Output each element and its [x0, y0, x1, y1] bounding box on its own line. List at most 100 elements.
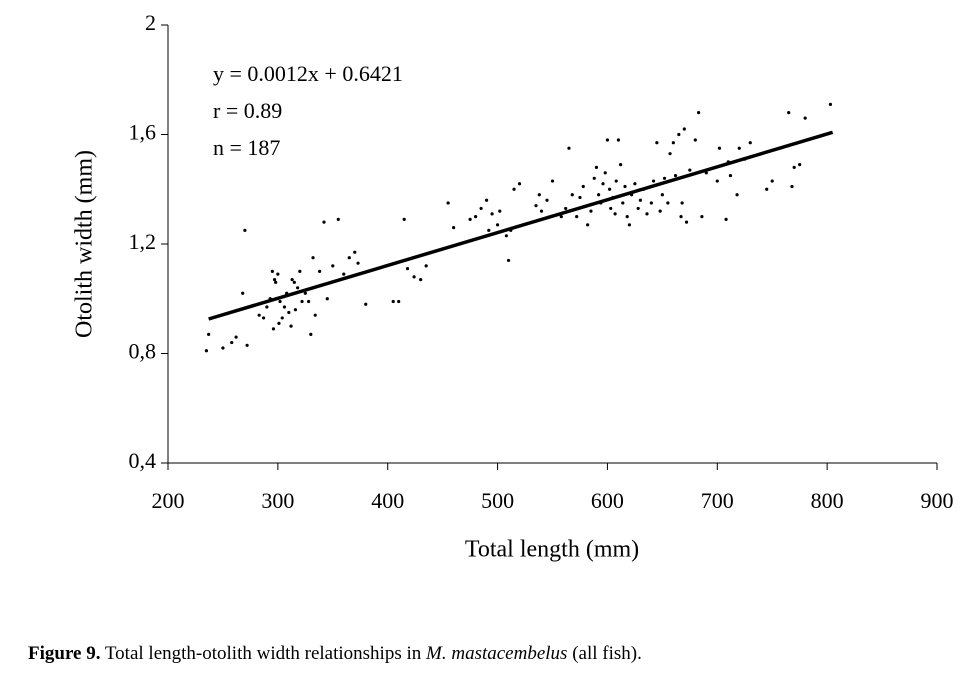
point	[325, 297, 329, 301]
point	[342, 272, 346, 276]
point	[282, 305, 287, 309]
point	[567, 146, 571, 150]
x-tick-label: 200	[152, 488, 185, 513]
point	[770, 179, 774, 183]
point	[586, 223, 590, 227]
point	[353, 250, 357, 254]
y-tick-label: 1,6	[129, 120, 157, 145]
x-tick-label: 400	[371, 488, 404, 513]
point	[688, 168, 692, 172]
point	[490, 212, 494, 216]
point	[278, 299, 282, 304]
y-tick-label: 2	[145, 10, 156, 35]
point	[671, 141, 675, 145]
point	[728, 173, 733, 178]
point	[798, 163, 802, 167]
point	[419, 277, 423, 282]
point	[608, 187, 612, 191]
point	[290, 277, 294, 282]
point	[303, 291, 307, 295]
point	[322, 220, 326, 224]
point	[318, 269, 322, 273]
point	[594, 165, 599, 169]
point	[735, 193, 739, 197]
point	[613, 212, 617, 216]
point	[412, 275, 416, 279]
point	[621, 201, 625, 205]
point	[684, 220, 689, 224]
point	[331, 264, 335, 268]
point	[550, 179, 555, 183]
point	[682, 127, 686, 131]
point	[589, 209, 593, 213]
point	[245, 343, 249, 347]
point	[270, 269, 274, 273]
point	[581, 184, 585, 189]
point	[633, 182, 637, 186]
point	[748, 141, 752, 145]
point	[693, 138, 697, 142]
point	[765, 187, 769, 191]
caption-suffix: (all fish).	[572, 643, 642, 664]
y-tick-label: 1,2	[129, 229, 157, 254]
point	[614, 179, 618, 183]
point	[666, 201, 670, 205]
point	[623, 184, 627, 189]
point	[645, 212, 649, 216]
caption-text: Total length-otolith width relationships…	[104, 643, 422, 664]
point	[724, 217, 728, 221]
point	[700, 215, 704, 219]
point	[241, 291, 245, 295]
point	[534, 204, 538, 208]
trend-line	[208, 130, 834, 321]
caption: Figure 9. Total length-otolith width rel…	[28, 643, 642, 665]
point	[504, 234, 508, 238]
point	[265, 305, 269, 309]
point	[364, 302, 368, 306]
point	[787, 111, 791, 115]
point	[662, 176, 667, 180]
point	[609, 206, 613, 211]
point	[601, 182, 605, 186]
point	[261, 316, 266, 320]
point	[559, 215, 563, 219]
point	[498, 209, 502, 213]
point	[402, 217, 406, 221]
point	[293, 308, 298, 312]
point	[272, 277, 277, 282]
point	[300, 299, 304, 304]
point	[204, 349, 209, 353]
point	[243, 228, 247, 232]
x-tick-label: 600	[591, 488, 624, 513]
point	[660, 193, 664, 197]
point	[468, 217, 472, 221]
point	[658, 209, 662, 213]
point	[592, 176, 596, 180]
point	[677, 132, 681, 137]
point	[313, 313, 317, 317]
point	[289, 324, 293, 328]
x-tick-label: 700	[701, 488, 734, 513]
point	[356, 261, 360, 265]
point	[673, 173, 678, 178]
point	[277, 321, 281, 325]
point	[638, 198, 642, 202]
point	[578, 195, 582, 200]
point	[230, 340, 234, 345]
point	[539, 209, 544, 213]
chart: Total length (mm) Otolith width (mm) y =…	[72, 10, 954, 562]
point	[207, 332, 211, 336]
point	[828, 102, 833, 106]
point	[792, 165, 796, 169]
point	[597, 193, 601, 197]
point	[512, 187, 516, 191]
point	[517, 182, 522, 186]
point	[452, 225, 456, 230]
point	[737, 146, 741, 150]
point	[479, 206, 483, 211]
point	[424, 264, 428, 268]
point	[570, 193, 574, 197]
point	[605, 138, 610, 142]
point	[487, 228, 491, 232]
point	[619, 163, 623, 167]
